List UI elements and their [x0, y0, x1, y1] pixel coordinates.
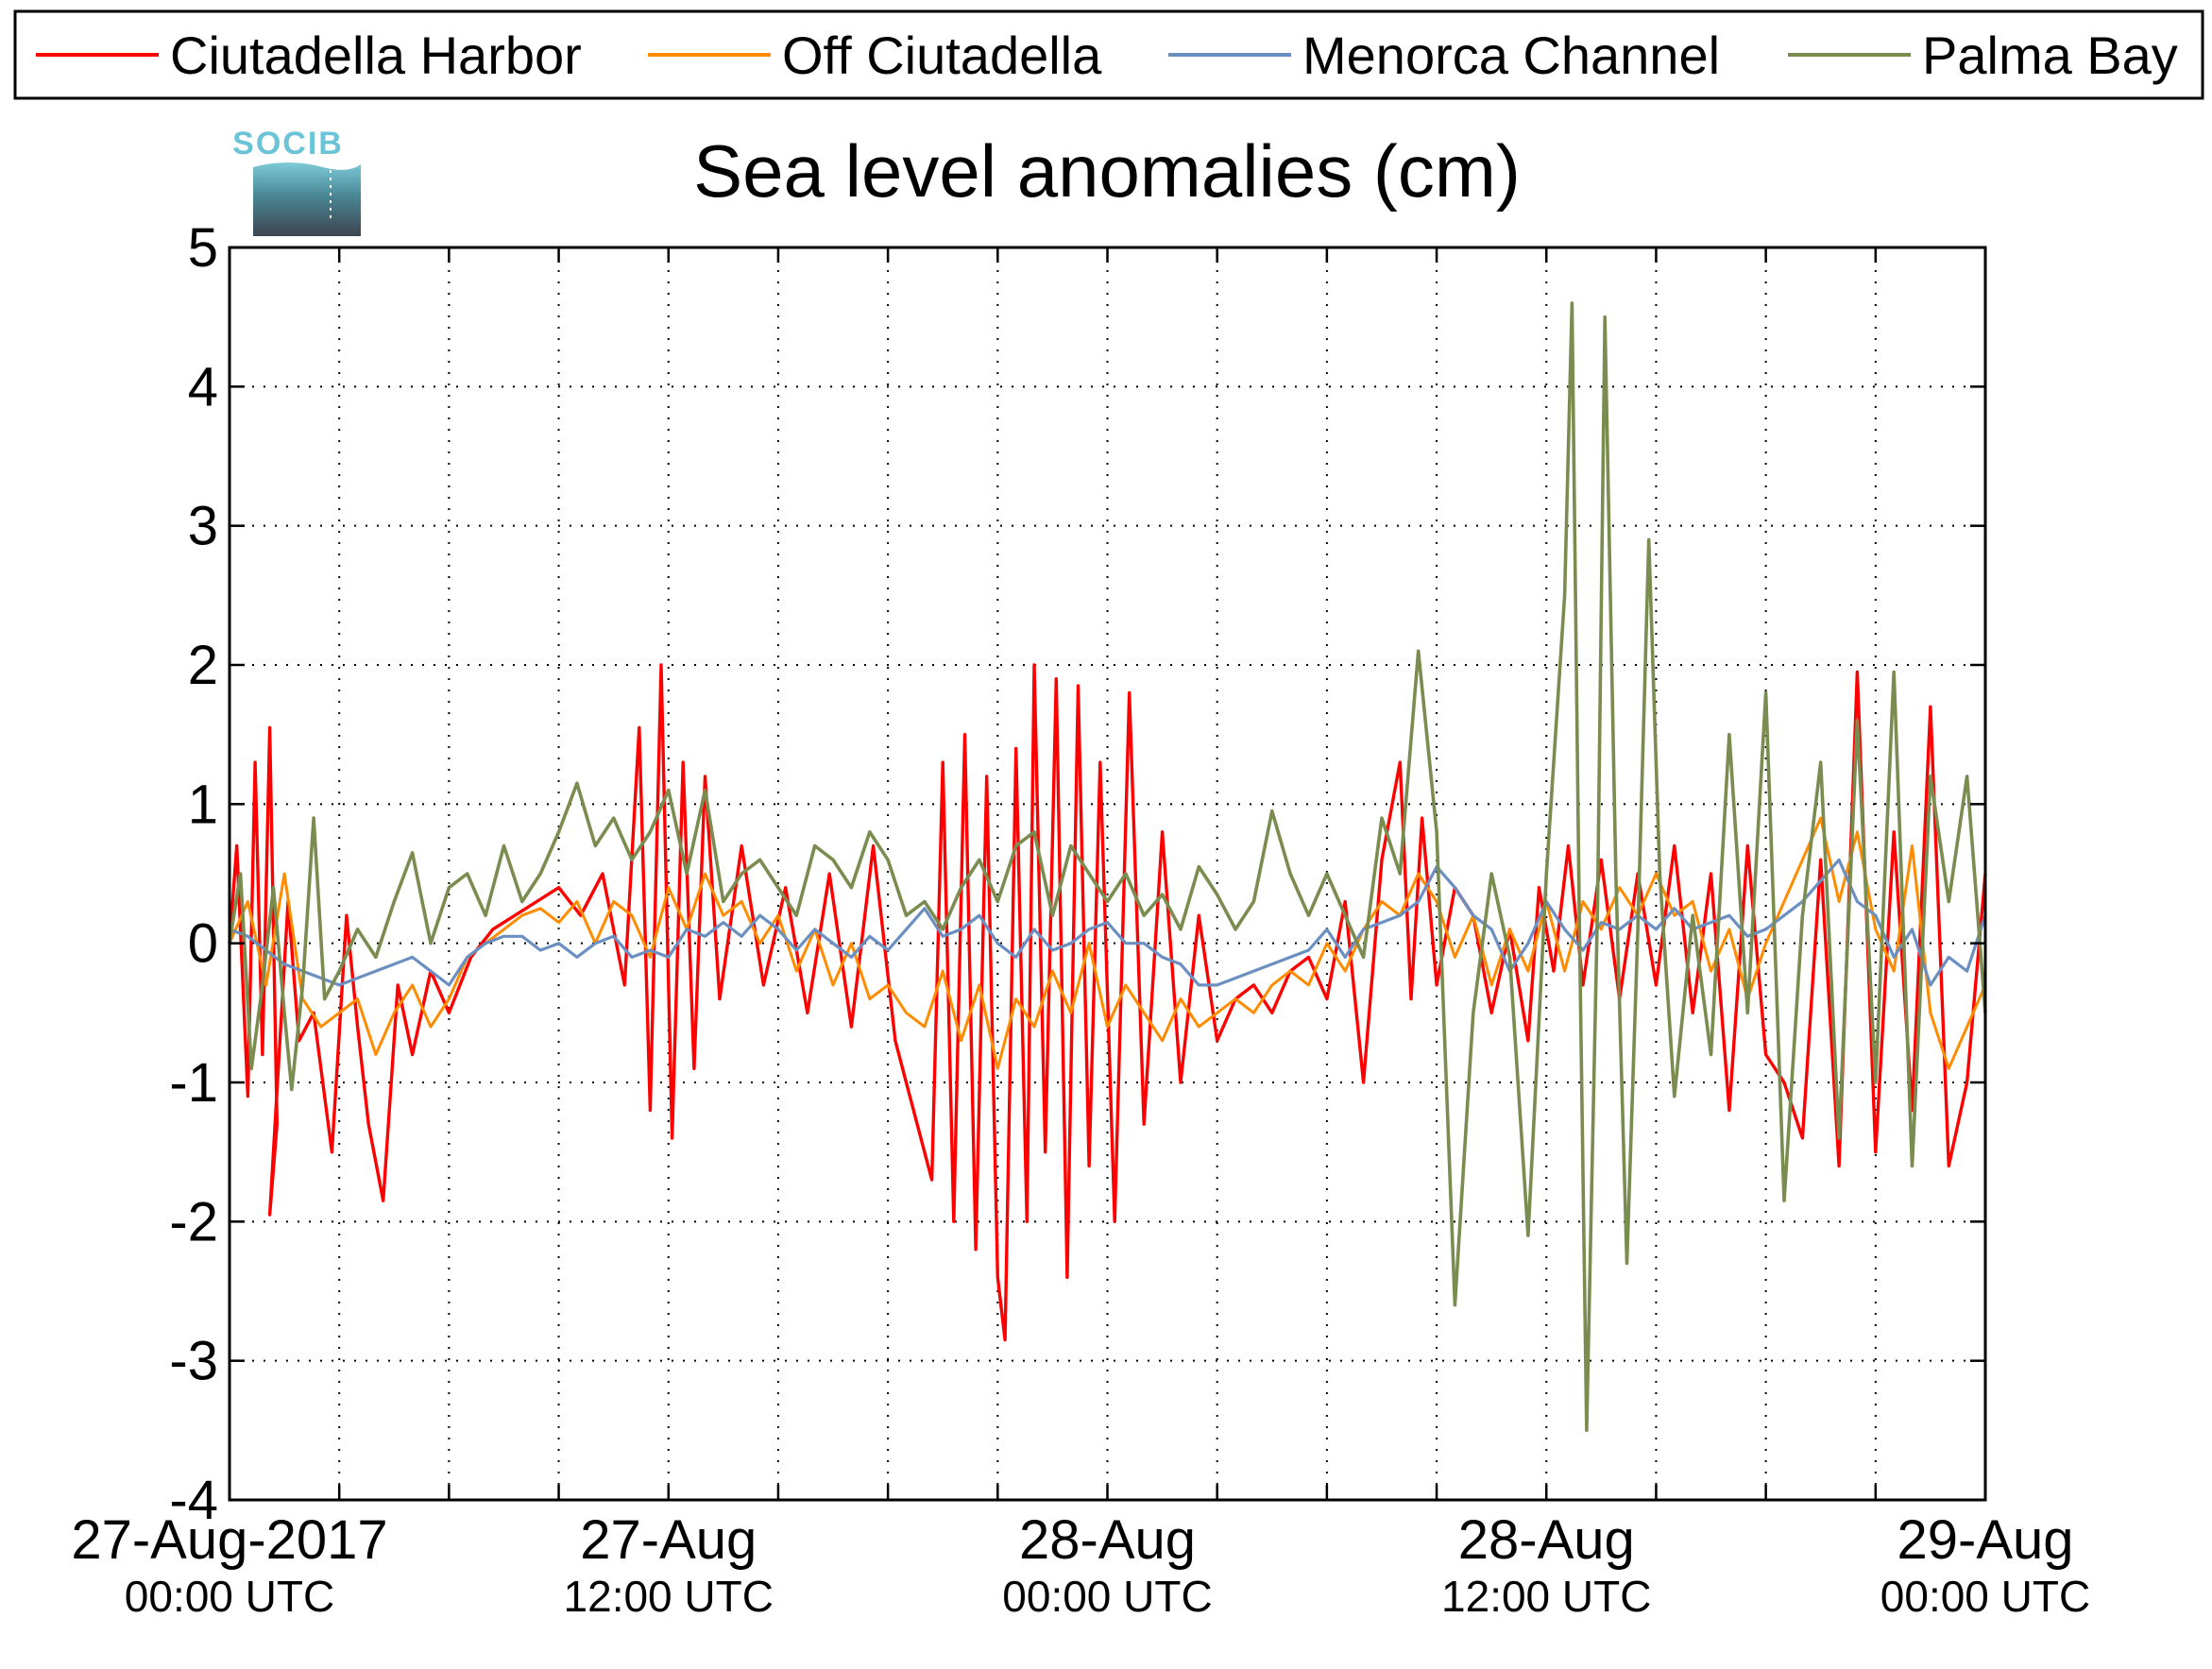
x-tick-label-time: 12:00 UTC [564, 1572, 774, 1621]
legend-label-ciutadella-harbor: Ciutadella Harbor [170, 26, 582, 85]
x-tick-label-date: 28-Aug [1458, 1509, 1635, 1571]
y-tick-label: 1 [188, 774, 218, 835]
y-tick-label: 3 [188, 496, 218, 557]
y-tick-label: -4 [169, 1470, 218, 1531]
x-tick-label-date: 28-Aug [1019, 1509, 1196, 1571]
grid [230, 247, 1985, 1500]
x-tick-label-date: 27-Aug-2017 [71, 1509, 387, 1571]
y-tick-label: 2 [188, 635, 218, 696]
x-tick-label-date: 27-Aug [580, 1509, 757, 1571]
series-line-ciutadella-harbor [228, 663, 1987, 1342]
y-tick-label: 4 [188, 356, 218, 417]
legend-label-off-ciutadella: Off Ciutadella [782, 26, 1102, 85]
y-tick-label: 5 [188, 217, 218, 279]
y-axis-labels: -4 -3 -2 -1 0 1 2 3 4 5 [169, 217, 218, 1531]
socib-logo-text: SOCIB [232, 126, 344, 162]
x-tick-label-time: 00:00 UTC [1880, 1572, 2090, 1621]
series-group [228, 301, 1987, 1433]
x-tick-label-time: 00:00 UTC [1002, 1572, 1212, 1621]
x-tick-label-date: 29-Aug [1897, 1509, 2073, 1571]
series-line-off-ciutadella [228, 816, 1987, 1070]
y-tick-label: -1 [169, 1052, 218, 1114]
x-tick-label-time: 00:00 UTC [125, 1572, 334, 1621]
legend-label-palma-bay: Palma Bay [1922, 26, 2178, 85]
legend: Ciutadella Harbor Off Ciutadella Menorca C… [13, 9, 2204, 100]
y-tick-label: -3 [169, 1331, 218, 1392]
series-line-palma-bay [228, 301, 1987, 1433]
y-tick-label: -2 [169, 1191, 218, 1252]
axis-ticks [228, 246, 1987, 1502]
socib-logo-wave [253, 162, 361, 236]
x-tick-label-time: 12:00 UTC [1441, 1572, 1651, 1621]
socib-logo: SOCIB [232, 126, 361, 236]
y-tick-label: 0 [188, 913, 218, 975]
chart-title: Sea level anomalies (cm) [693, 129, 1521, 213]
plot-area [228, 246, 1987, 1502]
legend-items: Ciutadella Harbor Off Ciutadella Menorca C… [36, 26, 2178, 85]
legend-label-menorca-channel: Menorca Channel [1302, 26, 1720, 85]
